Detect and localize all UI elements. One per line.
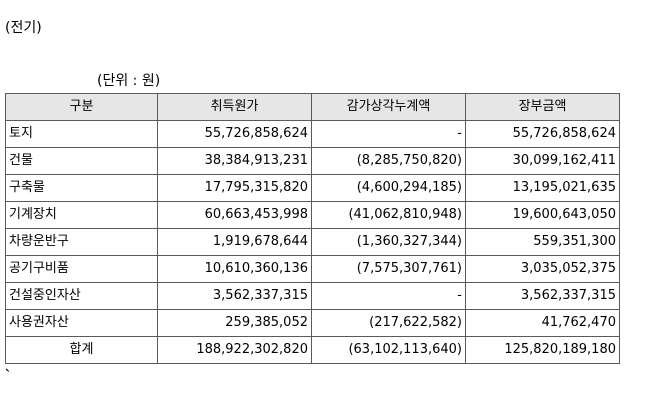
row-label: 토지 — [5, 120, 158, 148]
table-row: 공기구비품 10,610,360,136 (7,575,307,761) 3,0… — [5, 255, 620, 283]
acquisition-cost-cell: 38,384,913,231 — [157, 147, 312, 175]
accumulated-depreciation-cell: (8,285,750,820) — [311, 147, 466, 175]
total-book-value-cell: 125,820,189,180 — [465, 336, 620, 364]
accumulated-depreciation-cell: - — [311, 120, 466, 148]
accumulated-depreciation-cell: (1,360,327,344) — [311, 228, 466, 256]
table-row: 건물 38,384,913,231 (8,285,750,820) 30,099… — [5, 147, 620, 175]
row-label: 구축물 — [5, 174, 158, 202]
accumulated-depreciation-cell: (4,600,294,185) — [311, 174, 466, 202]
book-value-cell: 41,762,470 — [465, 309, 620, 337]
book-value-cell: 3,035,052,375 — [465, 255, 620, 283]
acquisition-cost-cell: 259,385,052 — [157, 309, 312, 337]
total-acquisition-cost-cell: 188,922,302,820 — [157, 336, 312, 364]
book-value-cell: 3,562,337,315 — [465, 282, 620, 310]
accumulated-depreciation-cell: (217,622,582) — [311, 309, 466, 337]
book-value-cell: 55,726,858,624 — [465, 120, 620, 148]
book-value-cell: 559,351,300 — [465, 228, 620, 256]
book-value-cell: 13,195,021,635 — [465, 174, 620, 202]
table-row: 토지 55,726,858,624 - 55,726,858,624 — [5, 120, 620, 148]
section-title: (전기) — [5, 20, 42, 36]
acquisition-cost-cell: 17,795,315,820 — [157, 174, 312, 202]
book-value-cell: 19,600,643,050 — [465, 201, 620, 229]
asset-table: 구분 취득원가 감가상각누계액 장부금액 토지 55,726,858,624 -… — [5, 93, 620, 364]
acquisition-cost-cell: 60,663,453,998 — [157, 201, 312, 229]
table-row: 차량운반구 1,919,678,644 (1,360,327,344) 559,… — [5, 228, 620, 256]
table-row: 구축물 17,795,315,820 (4,600,294,185) 13,19… — [5, 174, 620, 202]
row-label: 차량운반구 — [5, 228, 158, 256]
accumulated-depreciation-cell: (7,575,307,761) — [311, 255, 466, 283]
row-label: 공기구비품 — [5, 255, 158, 283]
table-row: 사용권자산 259,385,052 (217,622,582) 41,762,4… — [5, 309, 620, 337]
row-label: 건설중인자산 — [5, 282, 158, 310]
header-book-value: 장부금액 — [465, 93, 620, 121]
header-accumulated-depreciation: 감가상각누계액 — [311, 93, 466, 121]
table-total-row: 합계 188,922,302,820 (63,102,113,640) 125,… — [5, 336, 620, 364]
total-label: 합계 — [5, 336, 158, 364]
accumulated-depreciation-cell: - — [311, 282, 466, 310]
table-row: 기계장치 60,663,453,998 (41,062,810,948) 19,… — [5, 201, 620, 229]
unit-label: (단위 : 원) — [97, 73, 161, 89]
acquisition-cost-cell: 3,562,337,315 — [157, 282, 312, 310]
row-label: 건물 — [5, 147, 158, 175]
acquisition-cost-cell: 55,726,858,624 — [157, 120, 312, 148]
table-row: 건설중인자산 3,562,337,315 - 3,562,337,315 — [5, 282, 620, 310]
acquisition-cost-cell: 10,610,360,136 — [157, 255, 312, 283]
header-acquisition-cost: 취득원가 — [157, 93, 312, 121]
acquisition-cost-cell: 1,919,678,644 — [157, 228, 312, 256]
row-label: 기계장치 — [5, 201, 158, 229]
footer-mark: 、 — [5, 360, 18, 374]
header-category: 구분 — [5, 93, 158, 121]
table-header-row: 구분 취득원가 감가상각누계액 장부금액 — [5, 93, 620, 121]
accumulated-depreciation-cell: (41,062,810,948) — [311, 201, 466, 229]
total-accumulated-depreciation-cell: (63,102,113,640) — [311, 336, 466, 364]
row-label: 사용권자산 — [5, 309, 158, 337]
book-value-cell: 30,099,162,411 — [465, 147, 620, 175]
